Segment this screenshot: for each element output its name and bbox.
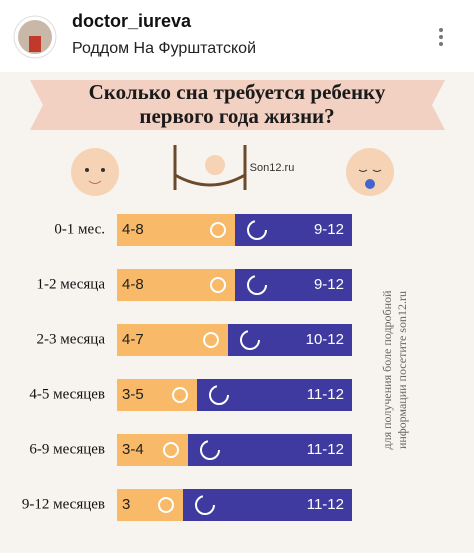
subtitle[interactable]: Роддом На Фурштатской — [72, 40, 256, 57]
day-bar — [117, 324, 228, 356]
side-note: для получения боле подробной информации … — [380, 290, 409, 450]
logo-text: Son12.ru — [250, 162, 295, 174]
night-bar — [188, 434, 352, 466]
side-note-line: для получения боле подробной — [380, 290, 394, 450]
day-bar — [117, 379, 197, 411]
night-hours: 11-12 — [307, 386, 344, 403]
day-bar — [117, 214, 235, 246]
menu-dots[interactable] — [439, 28, 443, 46]
moon-icon — [200, 440, 220, 460]
sun-icon — [172, 387, 188, 403]
day-hours: 4-8 — [122, 221, 144, 238]
night-bar — [228, 324, 352, 356]
age-label: 2-3 месяца — [36, 331, 105, 347]
day-hours: 3-5 — [122, 386, 144, 403]
age-label: 0-1 мес. — [54, 221, 105, 237]
dot — [439, 28, 443, 32]
sun-icon — [203, 332, 219, 348]
sun-icon — [158, 497, 174, 513]
moon-icon — [247, 220, 267, 240]
age-label: 6-9 месяцев — [29, 441, 105, 457]
dot — [439, 42, 443, 46]
moon-icon — [209, 385, 229, 405]
moon-icon — [195, 495, 215, 515]
night-hours: 9-12 — [314, 276, 344, 293]
night-bar — [235, 269, 352, 301]
eye — [101, 168, 105, 172]
night-bar — [183, 489, 352, 521]
night-hours: 9-12 — [314, 221, 344, 238]
title-banner — [30, 80, 445, 130]
eye — [85, 168, 89, 172]
pacifier — [365, 179, 375, 189]
night-hours: 11-12 — [307, 441, 344, 458]
moon-icon — [240, 330, 260, 350]
age-label: 4-5 месяцев — [29, 386, 105, 402]
face — [71, 148, 119, 196]
day-hours: 3-4 — [122, 441, 144, 458]
baby-left — [71, 148, 119, 196]
crib — [173, 145, 247, 190]
avatar-figure — [29, 36, 41, 52]
logo: Son12.ru — [173, 145, 295, 190]
username[interactable]: doctor_iureva — [72, 11, 192, 31]
header-bg — [0, 0, 474, 72]
night-bar — [235, 214, 352, 246]
sun-icon — [210, 222, 226, 238]
eyes — [358, 169, 382, 172]
day-hours: 3 — [122, 496, 130, 513]
night-hours: 10-12 — [306, 331, 344, 348]
logo-baby — [205, 155, 225, 175]
night-bar — [197, 379, 352, 411]
day-bar — [117, 269, 235, 301]
dot — [439, 35, 443, 39]
mouth — [88, 180, 102, 184]
infographic-bg — [0, 72, 474, 553]
title-line: Сколько сна требуется ребенку — [89, 80, 386, 104]
rows: 0-1 мес. 4-8 9-12 1-2 месяца 4-8 9-12 2-3 меся… — [22, 214, 352, 521]
age-label: 1-2 месяца — [36, 276, 105, 292]
day-bar — [117, 434, 188, 466]
day-hours: 4-7 — [122, 331, 144, 348]
face — [346, 148, 394, 196]
baby-right — [346, 148, 394, 196]
sun-icon — [210, 277, 226, 293]
night-hours: 11-12 — [307, 496, 344, 513]
moon-icon — [247, 275, 267, 295]
title-line: первого года жизни? — [139, 104, 334, 128]
side-note-line: информации посетите son12.ru — [395, 291, 409, 449]
sun-icon — [163, 442, 179, 458]
day-hours: 4-8 — [122, 276, 144, 293]
age-label: 9-12 месяцев — [22, 496, 105, 512]
